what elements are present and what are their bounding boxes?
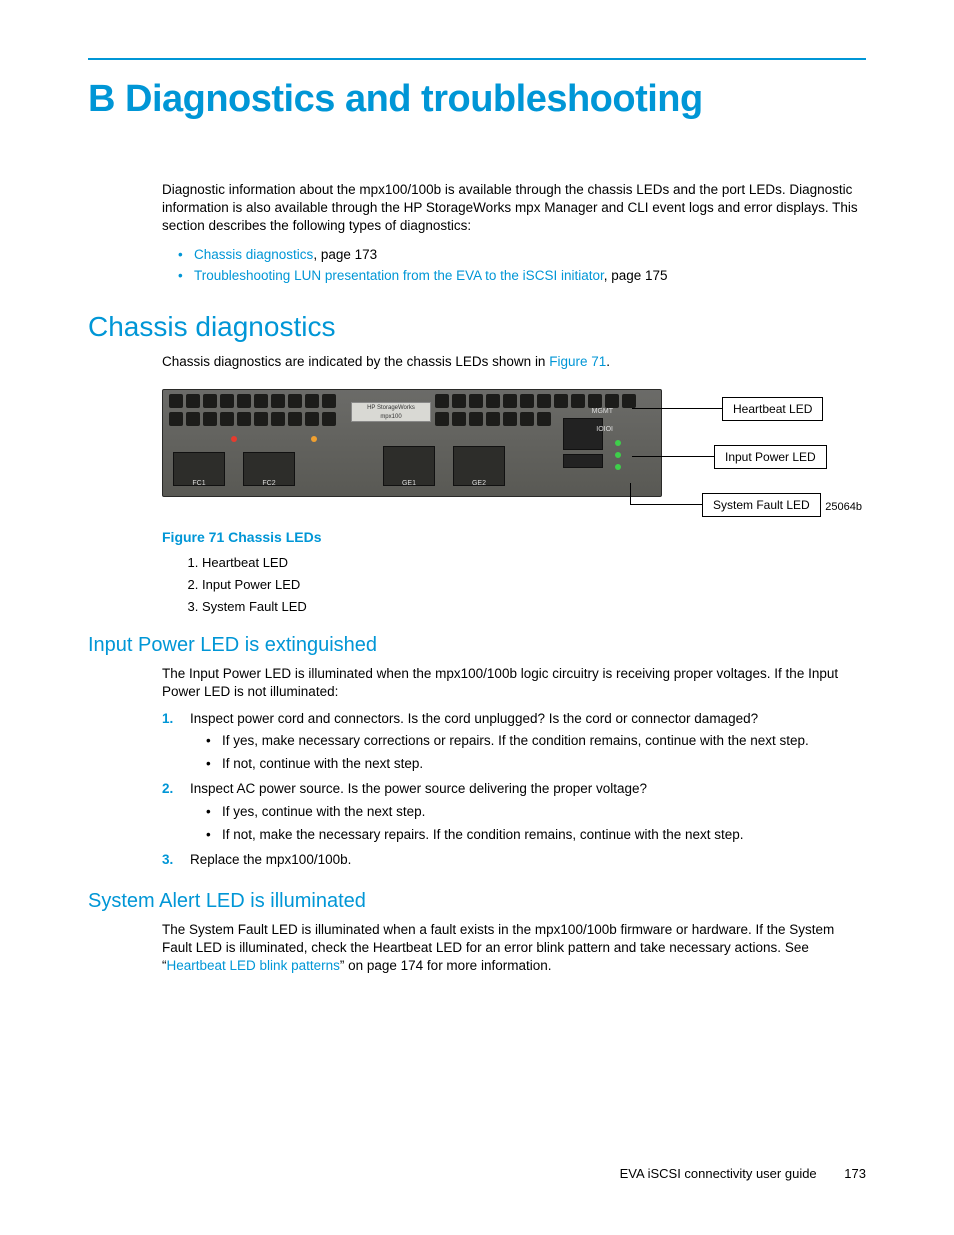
callout-input-power: Input Power LED [714, 445, 827, 469]
text-pre: Chassis diagnostics are indicated by the… [162, 354, 549, 369]
mgmt-label: MGMT [592, 408, 613, 415]
badge-line1: HP StorageWorks [367, 405, 415, 411]
callout-heartbeat: Heartbeat LED [722, 397, 823, 421]
input-power-steps: 1. Inspect power cord and connectors. Is… [162, 710, 866, 870]
step-item: 1. Inspect power cord and connectors. Is… [162, 710, 866, 775]
port-label: GE1 [384, 480, 434, 487]
callout-system-fault: System Fault LED [702, 493, 821, 517]
sub-item: If not, continue with the next step. [206, 755, 866, 774]
badge-line2: mpx100 [380, 414, 401, 420]
port-mgmt [563, 418, 603, 450]
legend-item: System Fault LED [202, 599, 862, 614]
sub-item: If yes, continue with the next step. [206, 803, 866, 822]
port-label: GE2 [454, 480, 504, 487]
footer-doc-title: EVA iSCSI connectivity user guide [620, 1166, 817, 1181]
link-figure-71[interactable]: Figure 71 [549, 354, 606, 369]
sub-bullet-list: If yes, make necessary corrections or re… [206, 732, 866, 774]
port-ge2: GE2 [453, 446, 505, 486]
text-post: . [606, 354, 610, 369]
link-suffix: , page 175 [604, 268, 668, 283]
intro-paragraph: Diagnostic information about the mpx100/… [162, 181, 866, 236]
footer-page-number: 173 [844, 1166, 866, 1181]
chassis-diag-text: Chassis diagnostics are indicated by the… [162, 353, 866, 371]
step-number: 2. [162, 780, 173, 799]
text-post: ” on page 174 for more information. [340, 958, 552, 973]
step-text: Inspect AC power source. Is the power so… [190, 781, 647, 796]
step-text: Replace the mpx100/100b. [190, 852, 351, 867]
page-footer: EVA iSCSI connectivity user guide 173 [620, 1166, 866, 1181]
step-item: 3. Replace the mpx100/100b. [162, 851, 866, 870]
callout-line [632, 456, 714, 457]
top-bullet-list: Chassis diagnostics, page 173 Troublesho… [178, 244, 866, 287]
step-number: 1. [162, 710, 173, 729]
port-label: FC1 [174, 480, 224, 487]
ioioi-label: IOIOI [596, 426, 613, 433]
port-fc2: FC2 [243, 452, 295, 486]
list-item: Troubleshooting LUN presentation from th… [178, 265, 866, 287]
hp-badge: HP StorageWorks mpx100 [351, 402, 431, 422]
callout-line [630, 483, 631, 505]
sub-bullet-list: If yes, continue with the next step. If … [206, 803, 866, 845]
link-heartbeat-patterns[interactable]: Heartbeat LED blink patterns [167, 958, 340, 973]
figure-71: HP StorageWorks mpx100 FC1 FC2 GE1 GE2 M… [162, 389, 862, 614]
legend-item: Input Power LED [202, 577, 862, 592]
heading-system-alert-led: System Alert LED is illuminated [88, 890, 866, 913]
link-suffix: , page 173 [313, 247, 377, 262]
heading-input-power-led: Input Power LED is extinguished [88, 634, 866, 657]
led-green-icon [615, 452, 621, 458]
port-label: FC2 [244, 480, 294, 487]
led-orange-icon [311, 436, 317, 442]
led-green-icon [615, 464, 621, 470]
heading-chassis-diagnostics: Chassis diagnostics [88, 311, 866, 343]
step-text: Inspect power cord and connectors. Is th… [190, 711, 758, 726]
sub-item: If yes, make necessary corrections or re… [206, 732, 866, 751]
chassis-image: HP StorageWorks mpx100 FC1 FC2 GE1 GE2 M… [162, 389, 662, 497]
port-ge1: GE1 [383, 446, 435, 486]
link-troubleshooting-lun[interactable]: Troubleshooting LUN presentation from th… [194, 268, 604, 283]
list-item: Chassis diagnostics, page 173 [178, 244, 866, 266]
figure-legend: Heartbeat LED Input Power LED System Fau… [186, 555, 862, 614]
led-red-icon [231, 436, 237, 442]
system-alert-text: The System Fault LED is illuminated when… [162, 921, 866, 976]
figure-caption: Figure 71 Chassis LEDs [162, 529, 862, 545]
step-number: 3. [162, 851, 173, 870]
led-green-icon [615, 440, 621, 446]
link-chassis-diagnostics[interactable]: Chassis diagnostics [194, 247, 313, 262]
step-item: 2. Inspect AC power source. Is the power… [162, 780, 866, 845]
sub-item: If not, make the necessary repairs. If t… [206, 826, 866, 845]
callout-line [632, 408, 722, 409]
port-serial [563, 454, 603, 468]
input-power-intro: The Input Power LED is illuminated when … [162, 665, 866, 701]
legend-item: Heartbeat LED [202, 555, 862, 570]
page-title: B Diagnostics and troubleshooting [88, 78, 866, 121]
top-rule [88, 58, 866, 60]
callout-line [630, 504, 702, 505]
port-fc1: FC1 [173, 452, 225, 486]
